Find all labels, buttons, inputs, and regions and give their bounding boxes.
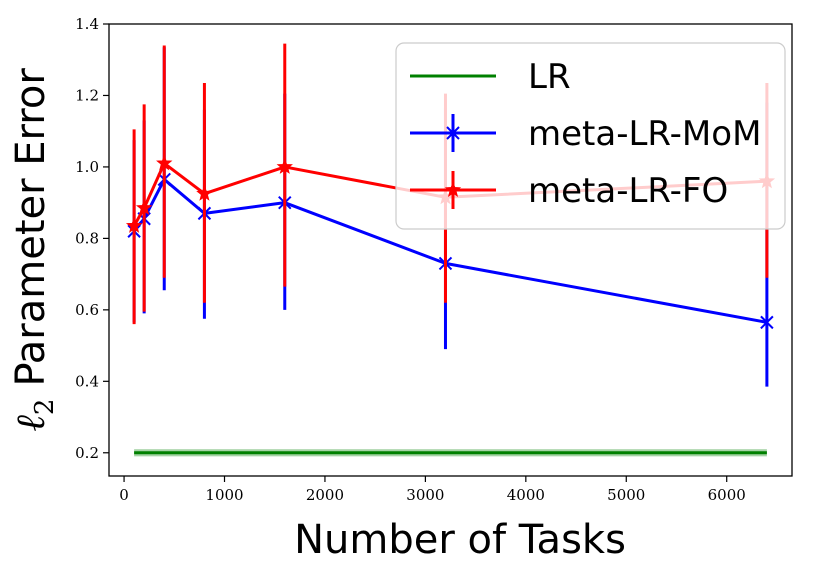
legend-entry: LR	[410, 57, 571, 97]
data-point	[135, 199, 153, 215]
y-tick-label: 0.6	[75, 301, 99, 319]
x-axis-label: Number of Tasks	[294, 517, 626, 563]
data-point	[196, 185, 213, 201]
x-tick-label: 0	[119, 486, 129, 504]
data-point	[276, 158, 293, 174]
x-tick-label: 4000	[507, 486, 545, 504]
svg-text:ℓ2Parameter Error: ℓ2 Parameter Error	[8, 68, 60, 432]
x-tick-label: 6000	[708, 486, 746, 504]
legend: LR meta-LR-MoM meta-LR-FO	[395, 42, 786, 230]
plot-frame	[108, 23, 793, 477]
x-tick-label: 5000	[607, 486, 645, 504]
legend-entry: meta-LR-FO	[410, 171, 728, 211]
y-tick-label: 0.8	[75, 229, 99, 247]
legend-entry: meta-LR-MoM	[410, 114, 761, 154]
x-tick-label: 2000	[306, 486, 344, 504]
y-axis-label-symbol: ℓ	[8, 415, 54, 432]
y-axis-label-group: ℓ2 Parameter Error	[8, 68, 60, 432]
y-axis-label-subscript: 2	[30, 399, 60, 416]
x-tick-label: 3000	[406, 486, 444, 504]
data-point	[156, 154, 173, 171]
y-tick-label: 0.2	[75, 444, 99, 462]
legend-box	[395, 42, 786, 230]
x-tick-label: 1000	[205, 486, 243, 504]
y-axis-label-text: Parameter Error	[8, 68, 54, 387]
data-point	[125, 217, 143, 233]
axes	[108, 23, 793, 477]
data-point	[760, 315, 774, 330]
y-tick-label: 1.0	[75, 158, 99, 176]
legend-label: LR	[528, 57, 571, 97]
y-tick-label: 0.4	[75, 372, 99, 390]
y-tick-label: 1.4	[75, 15, 99, 33]
series-lr	[134, 449, 767, 457]
legend-label: meta-LR-FO	[528, 171, 728, 211]
legend-label: meta-LR-MoM	[528, 114, 761, 154]
y-tick-label: 1.2	[75, 86, 99, 104]
ticks: 0 1000 2000 3000 4000 5000 6000 0.2 0.4 0.6 0.8 1.0…	[75, 15, 746, 504]
